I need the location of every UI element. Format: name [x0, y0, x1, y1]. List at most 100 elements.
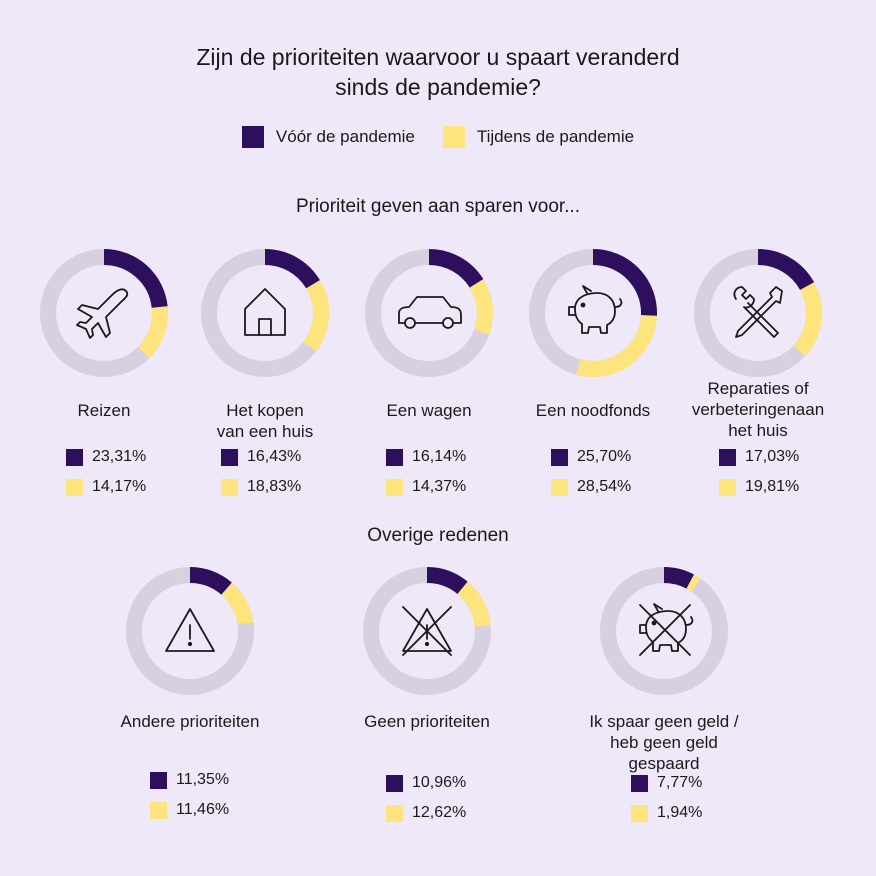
warning-icon [165, 608, 215, 652]
donut-label-line: Reizen [77, 401, 131, 420]
donut-chart [529, 249, 657, 377]
value-row-during: 28,54% [551, 472, 631, 502]
value-row-during: 11,46% [150, 795, 229, 825]
data-label-during: 19,81% [745, 478, 800, 495]
value-row-during: 18,83% [221, 472, 301, 502]
donut-segment-during [686, 574, 701, 592]
value-swatch-during [551, 478, 568, 496]
value-row-during: 14,37% [386, 472, 466, 502]
donut-segment-during [457, 581, 491, 628]
donut-label-line: Ik spaar geen geld / [589, 712, 739, 731]
value-swatch-before [386, 448, 403, 466]
donut-segment-before [663, 567, 695, 589]
legend-item-during: Tijdens de pandemie [442, 126, 635, 148]
data-label-during: 28,54% [577, 478, 632, 495]
value-swatch-before [551, 448, 568, 466]
value-row-during: 1,94% [631, 798, 702, 828]
donut-chart [201, 249, 329, 377]
value-swatch-during [631, 804, 648, 822]
section-title-other: Overige redenen [367, 525, 509, 546]
data-label-during: 12,62% [412, 804, 467, 821]
legend-label-before: Vóór de pandemie [275, 127, 415, 146]
donut-segment-before [426, 567, 468, 595]
donut-values: 10,96% 12,62% [386, 768, 466, 828]
value-row-before: 25,70% [551, 442, 631, 472]
value-row-during: 12,62% [386, 798, 466, 828]
value-swatch-before [150, 771, 167, 789]
legend-label-during: Tijdens de pandemie [476, 127, 635, 146]
donut-label-line: Een noodfonds [535, 401, 651, 420]
donut-chart [600, 567, 728, 695]
value-swatch-during [66, 478, 83, 496]
value-swatch-before [66, 448, 83, 466]
value-row-during: 14,17% [66, 472, 146, 502]
legend-swatch-before [241, 126, 264, 148]
legend-swatch-during [442, 126, 465, 148]
donut-label: Geen prioriteiten [337, 711, 517, 732]
title-line-1: Zijn de prioriteiten waarvoor u spaart v… [196, 44, 680, 70]
donut-label-line: Een wagen [386, 401, 472, 420]
value-row-before: 10,96% [386, 768, 466, 798]
data-label-before: 16,43% [247, 448, 302, 465]
donut-segment-during [793, 282, 822, 357]
donut-values: 7,77% 1,94% [631, 768, 702, 828]
car-icon [398, 296, 462, 329]
value-swatch-during [386, 804, 403, 822]
section-title-priorities: Prioriteit geven aan sparen voor... [295, 196, 581, 217]
value-swatch-before [719, 448, 736, 466]
title-line-2: sinds de pandemie? [335, 74, 541, 100]
donut-label-line: verbeteringenaan [691, 400, 825, 419]
donut-segment-during [303, 280, 329, 352]
chart-title: Zijn de prioriteiten waarvoor u spaart v… [0, 42, 876, 102]
value-swatch-during [221, 478, 238, 496]
donut-label-line: van een huis [216, 422, 314, 441]
donut-segment-before [103, 249, 168, 309]
donut-values: 25,70% 28,54% [551, 442, 631, 502]
donut-chart [126, 567, 254, 695]
value-row-during: 19,81% [719, 472, 799, 502]
data-label-during: 14,17% [92, 478, 147, 495]
donut-label-line: heb geen geld gespaard [610, 733, 718, 773]
donut-values: 16,14% 14,37% [386, 442, 466, 502]
data-label-during: 1,94% [657, 804, 703, 821]
airplane-icon [76, 288, 129, 339]
legend-item-before: Vóór de pandemie [241, 126, 415, 148]
data-label-before: 16,14% [412, 448, 467, 465]
donut-segment-before [189, 567, 232, 595]
legend: Vóór de pandemie Tijdens de pandemie [0, 126, 876, 148]
donut-segment-during [576, 314, 657, 377]
donut-label-line: Het kopen [226, 401, 304, 420]
donut-segment-before [592, 249, 657, 316]
data-label-before: 10,96% [412, 774, 467, 791]
data-label-before: 17,03% [745, 448, 800, 465]
donut-chart [363, 567, 491, 695]
value-swatch-before [386, 774, 403, 792]
value-swatch-before [221, 448, 238, 466]
data-label-before: 23,31% [92, 448, 147, 465]
donut-segment-during [221, 582, 254, 625]
donut-segment-before [757, 249, 815, 291]
donut-label: Een noodfonds [503, 400, 683, 421]
donut-values: 16,43% 18,83% [221, 442, 301, 502]
donut-label: Een wagen [339, 400, 519, 421]
data-label-before: 7,77% [657, 774, 703, 791]
piggy-bank-icon [568, 285, 623, 334]
donut-segment-during [137, 306, 168, 359]
value-row-before: 23,31% [66, 442, 146, 472]
donut-label-line: Geen prioriteiten [364, 712, 490, 731]
donut-segment-before [428, 249, 484, 288]
donut-label-line: Reparaties of [707, 379, 809, 398]
donut-values: 17,03% 19,81% [719, 442, 799, 502]
tools-icon [733, 286, 783, 338]
donut-label: Reizen [14, 400, 194, 421]
house-icon [244, 288, 286, 336]
donut-values: 11,35% 11,46% [150, 765, 229, 825]
donut-values: 23,31% 14,17% [66, 442, 146, 502]
data-label-during: 18,83% [247, 478, 302, 495]
value-row-before: 16,14% [386, 442, 466, 472]
value-row-before: 7,77% [631, 768, 702, 798]
donut-label: Het kopen van een huis [175, 400, 355, 442]
donut-chart [694, 249, 822, 377]
value-row-before: 16,43% [221, 442, 301, 472]
donut-label: Reparaties of verbeteringenaan het huis [668, 378, 848, 441]
